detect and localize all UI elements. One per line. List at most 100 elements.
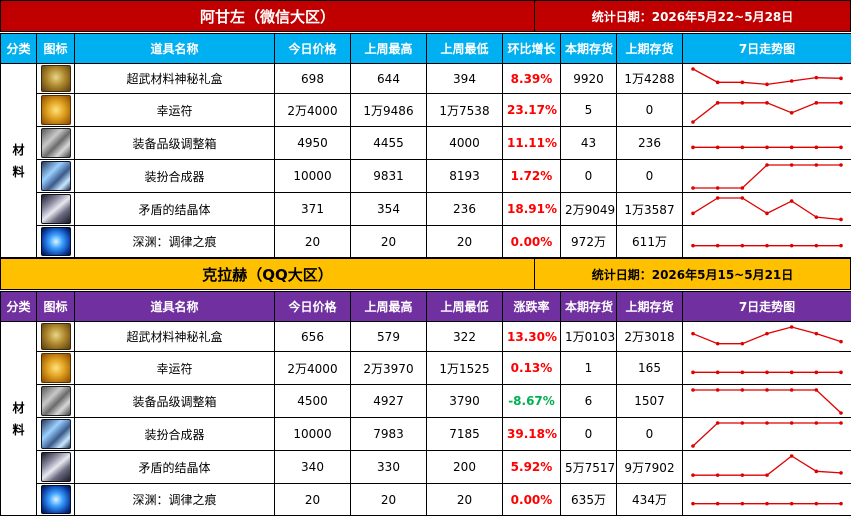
trend-point	[814, 420, 819, 425]
trend-point	[765, 211, 769, 215]
trend-line	[692, 196, 842, 220]
column-header-6: 上周最低	[426, 33, 503, 64]
last-week-high: 2万3970	[350, 351, 427, 385]
column-header-5: 上周最高	[350, 33, 427, 64]
table-row: 材料 超武材料神秘礼盒 698 644 394 8.39% 9920 1万4288	[0, 63, 851, 258]
price-table: 分类 图标 道具名称 今日价格 上周最高 上周最低 涨跌率 本期存货 上期存货 7日走势图 材料 超武…	[0, 291, 851, 516]
previous-stock: 165	[616, 351, 683, 385]
trend-point	[715, 185, 720, 190]
trend-point	[814, 214, 819, 219]
previous-stock: 0	[616, 417, 683, 451]
trend-point	[789, 243, 794, 247]
synthesizer-cube-icon	[41, 161, 71, 191]
current-stock: 0	[560, 417, 617, 451]
trend-point	[839, 76, 843, 80]
item-name: 装扮合成器	[74, 417, 275, 451]
table-row: 装备品级调整箱 4500 4927 3790 -8.67% 6 1507	[1, 384, 851, 418]
icon-cell	[36, 63, 75, 94]
trend-point	[814, 100, 819, 105]
trend-point	[715, 472, 720, 477]
previous-stock: 434万	[616, 483, 683, 516]
today-price: 10000	[274, 417, 351, 451]
change-rate: 0.13%	[502, 351, 561, 385]
trend-point	[715, 100, 720, 105]
trend-point	[740, 145, 745, 149]
trend-point	[740, 341, 745, 345]
last-week-high: 4455	[350, 126, 427, 160]
last-week-low: 236	[426, 192, 503, 226]
trend-point	[691, 211, 695, 215]
trend-point	[814, 331, 819, 335]
last-week-low: 1万7538	[426, 93, 503, 127]
table-row: 装扮合成器 10000 7983 7185 39.18% 0 0	[1, 417, 851, 451]
title-row: 克拉赫（QQ大区） 统计日期：2026年5月15~5月21日	[0, 258, 851, 290]
change-rate: 0.00%	[502, 483, 561, 516]
column-header-1: 分类	[0, 33, 37, 64]
today-price: 2万4000	[274, 93, 351, 127]
today-price: 340	[274, 450, 351, 484]
last-week-low: 394	[426, 63, 503, 94]
trend-point	[715, 501, 720, 505]
trend-cell	[682, 225, 851, 258]
category-cell: 材料	[0, 63, 37, 258]
blue-orb-icon	[41, 485, 71, 514]
previous-stock: 0	[616, 159, 683, 193]
trend-point	[814, 387, 819, 392]
trend-point	[765, 82, 769, 86]
item-name: 深渊：调律之痕	[74, 483, 275, 516]
crystal-icon	[41, 452, 71, 482]
current-stock: 1	[560, 351, 617, 385]
today-price: 4950	[274, 126, 351, 160]
trend-cell	[682, 93, 851, 127]
trend-point	[839, 217, 843, 221]
icon-cell	[36, 159, 75, 193]
table-row: 深渊：调律之痕 20 20 20 0.00% 972万 611万	[1, 225, 851, 258]
trend-point	[740, 387, 745, 392]
last-week-high: 4927	[350, 384, 427, 418]
trend-cell	[682, 450, 851, 484]
trend-point	[839, 339, 843, 343]
column-header-3: 道具名称	[74, 33, 275, 64]
item-name: 幸运符	[74, 351, 275, 385]
change-rate: 23.17%	[502, 93, 561, 127]
previous-stock: 1万4288	[616, 63, 683, 94]
trend-point	[715, 420, 720, 425]
trend-sparkline	[691, 145, 843, 149]
last-week-high: 330	[350, 450, 427, 484]
trend-point	[789, 501, 794, 505]
item-name: 装扮合成器	[74, 159, 275, 193]
trend-point	[814, 370, 819, 374]
trend-point	[765, 100, 769, 105]
equipment-box-icon	[41, 128, 71, 158]
column-header-6: 上周最低	[426, 291, 503, 322]
trend-point	[691, 66, 695, 71]
column-header-4: 今日价格	[274, 291, 351, 322]
trend-point	[715, 243, 720, 247]
trend-point	[814, 243, 819, 247]
trend-point	[789, 453, 794, 458]
trend-point	[740, 472, 745, 477]
trend-point	[740, 501, 745, 505]
icon-cell	[36, 321, 75, 352]
trend-point	[839, 162, 843, 167]
last-week-high: 644	[350, 63, 427, 94]
icon-cell	[36, 417, 75, 451]
item-name: 超武材料神秘礼盒	[74, 63, 275, 94]
trend-point	[789, 198, 794, 203]
trend-point	[789, 162, 794, 167]
trend-point	[765, 501, 769, 505]
trend-cell	[682, 384, 851, 418]
column-header-9: 上期存货	[616, 291, 683, 322]
treasure-chest-icon	[41, 323, 71, 350]
trend-sparkline	[691, 162, 843, 190]
trend-point	[789, 110, 794, 115]
trend-point	[691, 443, 695, 448]
current-stock: 43	[560, 126, 617, 160]
trend-sparkline	[691, 501, 843, 505]
last-week-high: 579	[350, 321, 427, 352]
trend-point	[765, 387, 769, 392]
trend-point	[691, 370, 695, 374]
last-week-high: 7983	[350, 417, 427, 451]
icon-cell	[36, 384, 75, 418]
header-row: 分类 图标 道具名称 今日价格 上周最高 上周最低 涨跌率 本期存货 上期存货 7日走势图	[0, 291, 851, 322]
